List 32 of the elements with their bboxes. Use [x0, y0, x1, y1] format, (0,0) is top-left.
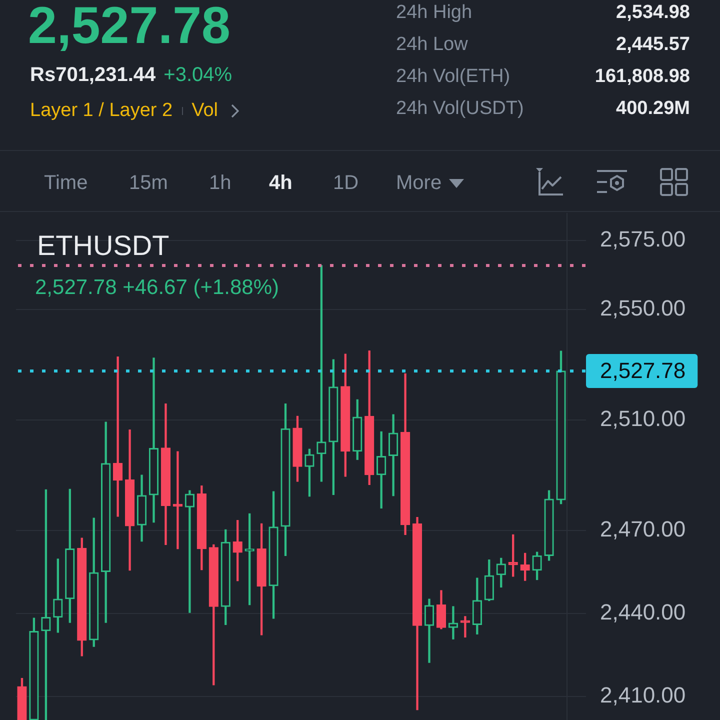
- text: 24h Vol(USDT): [396, 98, 524, 119]
- text: +3.04%: [164, 64, 232, 86]
- text: 24h Vol(ETH): [396, 66, 510, 87]
- text: 1D: [333, 172, 359, 194]
- ref-line-label: 2,527.78: [600, 358, 686, 384]
- text: 2,527.78 +46.67 (+1.88%): [35, 276, 280, 299]
- y-tick-label: 2,470.00: [600, 516, 686, 542]
- candlestick: [184, 490, 195, 613]
- text: 4h: [269, 172, 292, 194]
- text: 24h Low: [396, 34, 468, 55]
- text: 15m: [129, 172, 168, 194]
- text: Layer 1 / Layer 2: [30, 100, 173, 121]
- text: 400.29M: [616, 98, 690, 119]
- y-tick-label: 2,575.00: [600, 226, 686, 252]
- text: 24h High: [396, 2, 472, 23]
- text: 2,534.98: [616, 2, 690, 23]
- y-tick-label: 2,550.00: [600, 296, 686, 321]
- text: ETHUSDT: [37, 230, 170, 261]
- text: Time: [44, 172, 88, 194]
- text: 2,445.57: [616, 34, 690, 55]
- y-tick-label: 2,440.00: [600, 599, 686, 624]
- candlestick: [460, 616, 470, 638]
- y-tick-label: 2,410.00: [600, 682, 686, 708]
- text: 1h: [209, 172, 232, 194]
- text: 2,527.78: [28, 0, 230, 55]
- text: Vol: [192, 100, 218, 121]
- text: Rs701,231.44: [30, 64, 156, 86]
- candlestick: [448, 606, 458, 640]
- candlestick: [112, 356, 123, 517]
- text: 161,808.98: [594, 66, 690, 87]
- text: More: [396, 172, 442, 194]
- y-tick-label: 2,510.00: [600, 406, 686, 432]
